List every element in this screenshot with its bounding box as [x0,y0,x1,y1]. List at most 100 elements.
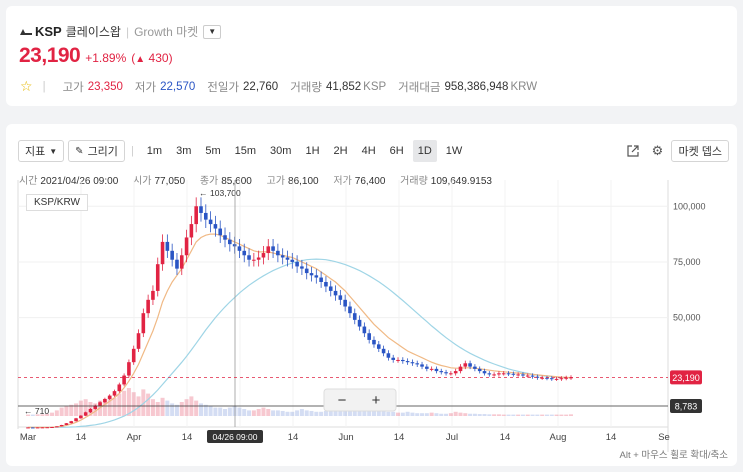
candle-body [261,253,266,258]
volume-bar [487,414,492,416]
draw-button[interactable]: ✎ 그리기 [68,140,125,162]
timeframe-tab-1w[interactable]: 1W [445,145,463,157]
volume-label: 거래량 [400,176,428,187]
candle-body [554,378,559,380]
volume-bar [400,412,405,416]
timeframe-tab-6h[interactable]: 6H [389,145,404,157]
indicator-button[interactable]: 지표 ▼ [18,140,65,162]
volume-bar [453,411,458,416]
candle-body [276,250,280,256]
timeframe-tab-1m[interactable]: 1m [146,145,163,157]
market-depth-button[interactable]: 마켓 뎁스 [671,140,729,162]
current-price-tag [670,370,702,385]
volume-bar [184,399,189,416]
volume-bar [352,408,357,416]
x-tick-label: Jul [446,432,458,443]
stat-unit: KRW [510,80,538,93]
change-value: (▲ 430) [131,51,173,65]
settings-gear-icon[interactable]: ⚙ [651,143,664,158]
volume-bar [179,402,184,416]
volume-bar [477,414,482,416]
x-tick-label: Aug [550,432,567,443]
current-price-label: 23,190 [672,373,700,383]
volume-bar [396,412,401,416]
volume-bar [213,407,218,416]
timeframe-tab-1h[interactable]: 1H [305,145,320,157]
candle-body [521,374,525,376]
candle-body [338,295,343,300]
candle-body [482,371,487,374]
favorite-star-icon[interactable]: ☆ [20,78,33,94]
volume-bar [218,407,223,416]
timeframe-tab-30m[interactable]: 30m [270,145,292,157]
x-tick-label: 14 [182,432,193,443]
volume-bar [564,414,569,416]
timeframe-tab-2h[interactable]: 2H [333,145,348,157]
candle-body [252,259,256,261]
ksp-logo-icon [20,28,32,35]
candle-body [228,239,232,245]
x-tick-label: 14 [76,432,87,443]
ticker-name: 클레이스왑 [65,25,121,39]
change-percent: +1.89% [85,51,127,65]
candle-body [175,259,179,269]
volume-bar [520,414,525,416]
candle-body [107,395,112,399]
candle-body [501,373,506,375]
volume-bar [280,410,285,416]
candle-body [151,290,155,300]
candle-body [497,373,501,375]
y-tick-label: 75,000 [673,257,701,267]
candle-body [256,257,261,260]
time-value: 2021/04/26 09:00 [40,176,119,187]
candle-body [439,371,444,373]
timeframe-tab-15m[interactable]: 15m [234,145,257,157]
candle-body [50,426,54,428]
price-chart[interactable]: 100,00075,00050,000Mar14Apr14May14Jun14J… [6,124,737,466]
candle-body [223,235,227,240]
volume-bar [410,412,415,416]
market-dropdown-button[interactable]: ▼ [203,24,222,39]
volume-bar [165,400,170,416]
zoom-out-button[interactable]: − [338,392,347,409]
volume-bar [174,404,179,416]
volume-bar [319,411,324,416]
candle-body [381,348,386,354]
candle-body [463,363,468,367]
zoom-in-button[interactable]: + [372,392,381,409]
volume-bar [424,413,429,416]
timeframe-tab-4h[interactable]: 4H [361,145,376,157]
volume-bar [323,410,328,416]
candle-body [155,264,160,291]
stat-label: 저가 [134,81,157,94]
candle-body [160,241,165,265]
candle-body [453,371,458,374]
candle-body [391,357,396,360]
x-tick-label: 14 [606,432,617,443]
min-price-label: ← 710 [24,406,49,416]
crosshair-time-label: 04/26 09:00 [213,432,258,442]
volume-bar [155,402,160,416]
timeframe-tab-3m[interactable]: 3m [176,145,192,157]
y-tick-label: 100,000 [673,201,706,211]
external-link-icon[interactable] [623,140,643,162]
candle-body [468,363,472,367]
close-value: 85,600 [221,176,252,187]
timeframe-tab-5m[interactable]: 5m [205,145,221,157]
candle-body [31,427,35,429]
stat-unit: KSP [363,80,387,93]
volume-bar [458,412,463,416]
candle-body [410,362,415,364]
volume-bar [295,410,300,416]
volume-bar [198,403,203,416]
candle-body [564,377,568,379]
volume-bar [381,410,386,416]
volume-bar [357,409,362,416]
volume-bar [376,410,381,416]
timeframe-tab-1d[interactable]: 1D [412,140,437,162]
volume-bar [112,397,117,416]
candle-body [112,391,117,396]
volume-bar [540,414,545,416]
volume-bar [314,411,319,416]
volume-bar [554,414,559,416]
